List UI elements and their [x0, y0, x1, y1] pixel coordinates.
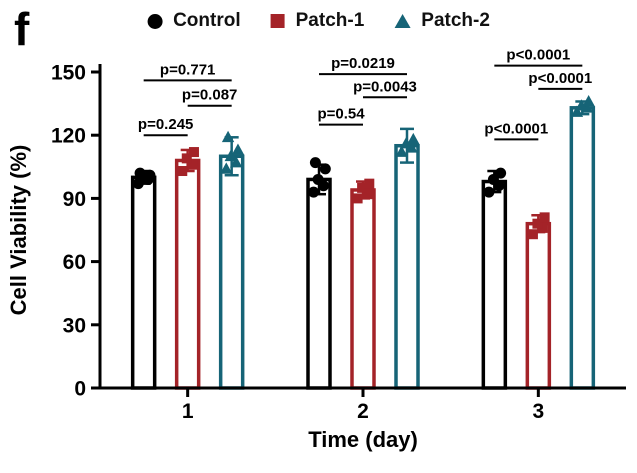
y-tick-label: 30	[63, 314, 86, 337]
legend: Control Patch-1 Patch-2	[147, 10, 490, 32]
significance-label: p=0.0043	[353, 78, 417, 95]
y-axis-title: Cell Viability (%)	[6, 145, 31, 316]
circle-marker-icon	[147, 13, 163, 29]
data-point-triangle	[570, 105, 584, 117]
data-point-triangle	[220, 162, 233, 174]
data-point-square	[532, 218, 543, 229]
bar-patch-1-day3	[525, 221, 552, 390]
legend-item-patch-1: Patch-1	[270, 10, 365, 32]
bar-patch-2-day2	[394, 143, 420, 390]
legend-label-control: Control	[173, 10, 241, 31]
significance-label: p=0.771	[160, 61, 215, 78]
y-tick-label: 120	[51, 125, 86, 148]
data-point-circle	[487, 173, 499, 185]
bar-control-day2	[306, 177, 332, 390]
data-point-square	[539, 212, 550, 223]
data-point-triangle	[395, 145, 408, 157]
legend-label-patch-2: Patch-2	[421, 10, 490, 31]
legend-item-control: Control	[147, 10, 241, 32]
legend-label-patch-1: Patch-1	[295, 10, 365, 31]
data-point-square	[352, 193, 363, 204]
data-point-square	[187, 159, 198, 170]
data-point-triangle	[399, 137, 413, 149]
significance-label: p=0.245	[138, 116, 193, 133]
x-tick-label: 1	[182, 400, 194, 423]
data-point-square	[364, 178, 375, 189]
data-point-square	[357, 182, 368, 193]
legend-item-patch-2: Patch-2	[394, 10, 490, 32]
y-tick-label: 150	[51, 62, 86, 85]
data-point-square	[527, 229, 538, 240]
significance-label: p<0.0001	[528, 70, 592, 87]
y-tick-label: 60	[63, 251, 86, 274]
x-tick-label: 3	[532, 400, 544, 423]
bar-patch-2-day3	[569, 106, 596, 390]
y-tick-label: 0	[74, 378, 86, 401]
data-point-circle	[134, 167, 146, 179]
x-axis-title: Time (day)	[308, 427, 418, 452]
bar-control-day3	[481, 179, 508, 390]
x-tick-label: 2	[357, 400, 369, 423]
data-point-circle	[319, 163, 331, 175]
data-point-triangle	[224, 149, 237, 162]
significance-label: p=0.087	[182, 87, 237, 104]
y-tick-label: 90	[63, 188, 86, 211]
data-point-square	[177, 166, 188, 177]
data-point-square	[188, 147, 199, 158]
data-point-circle	[144, 169, 156, 181]
significance-label: p<0.0001	[506, 47, 570, 64]
data-point-triangle	[231, 143, 245, 155]
data-point-square	[181, 153, 192, 164]
significance-label: p=0.0219	[331, 55, 395, 72]
data-point-triangle	[221, 130, 235, 143]
data-point-circle	[309, 157, 321, 169]
data-point-circle	[312, 173, 324, 185]
data-point-triangle	[229, 156, 243, 168]
significance-label: p=0.54	[317, 106, 365, 123]
data-point-circle	[495, 167, 507, 179]
data-point-triangle	[582, 94, 595, 107]
bar-patch-1-day1	[174, 158, 201, 390]
data-point-circle	[308, 186, 320, 198]
bar-patch-1-day2	[350, 188, 376, 390]
data-point-triangle	[407, 132, 420, 145]
data-point-square	[537, 222, 548, 233]
plot-area: 0 30 60 90 120 150 1 2 3 p=0.245 p=0.771 p=0.087 p=0…	[51, 47, 626, 423]
triangle-marker-icon	[394, 14, 411, 28]
data-point-circle	[483, 186, 495, 198]
bar-patch-2-day1	[218, 154, 245, 390]
significance-label: p<0.0001	[484, 120, 548, 137]
data-point-triangle	[575, 99, 588, 111]
square-marker-icon	[270, 14, 285, 28]
bar-control-day1	[130, 175, 157, 390]
data-point-square	[362, 189, 373, 200]
panel-label: f	[14, 3, 30, 55]
